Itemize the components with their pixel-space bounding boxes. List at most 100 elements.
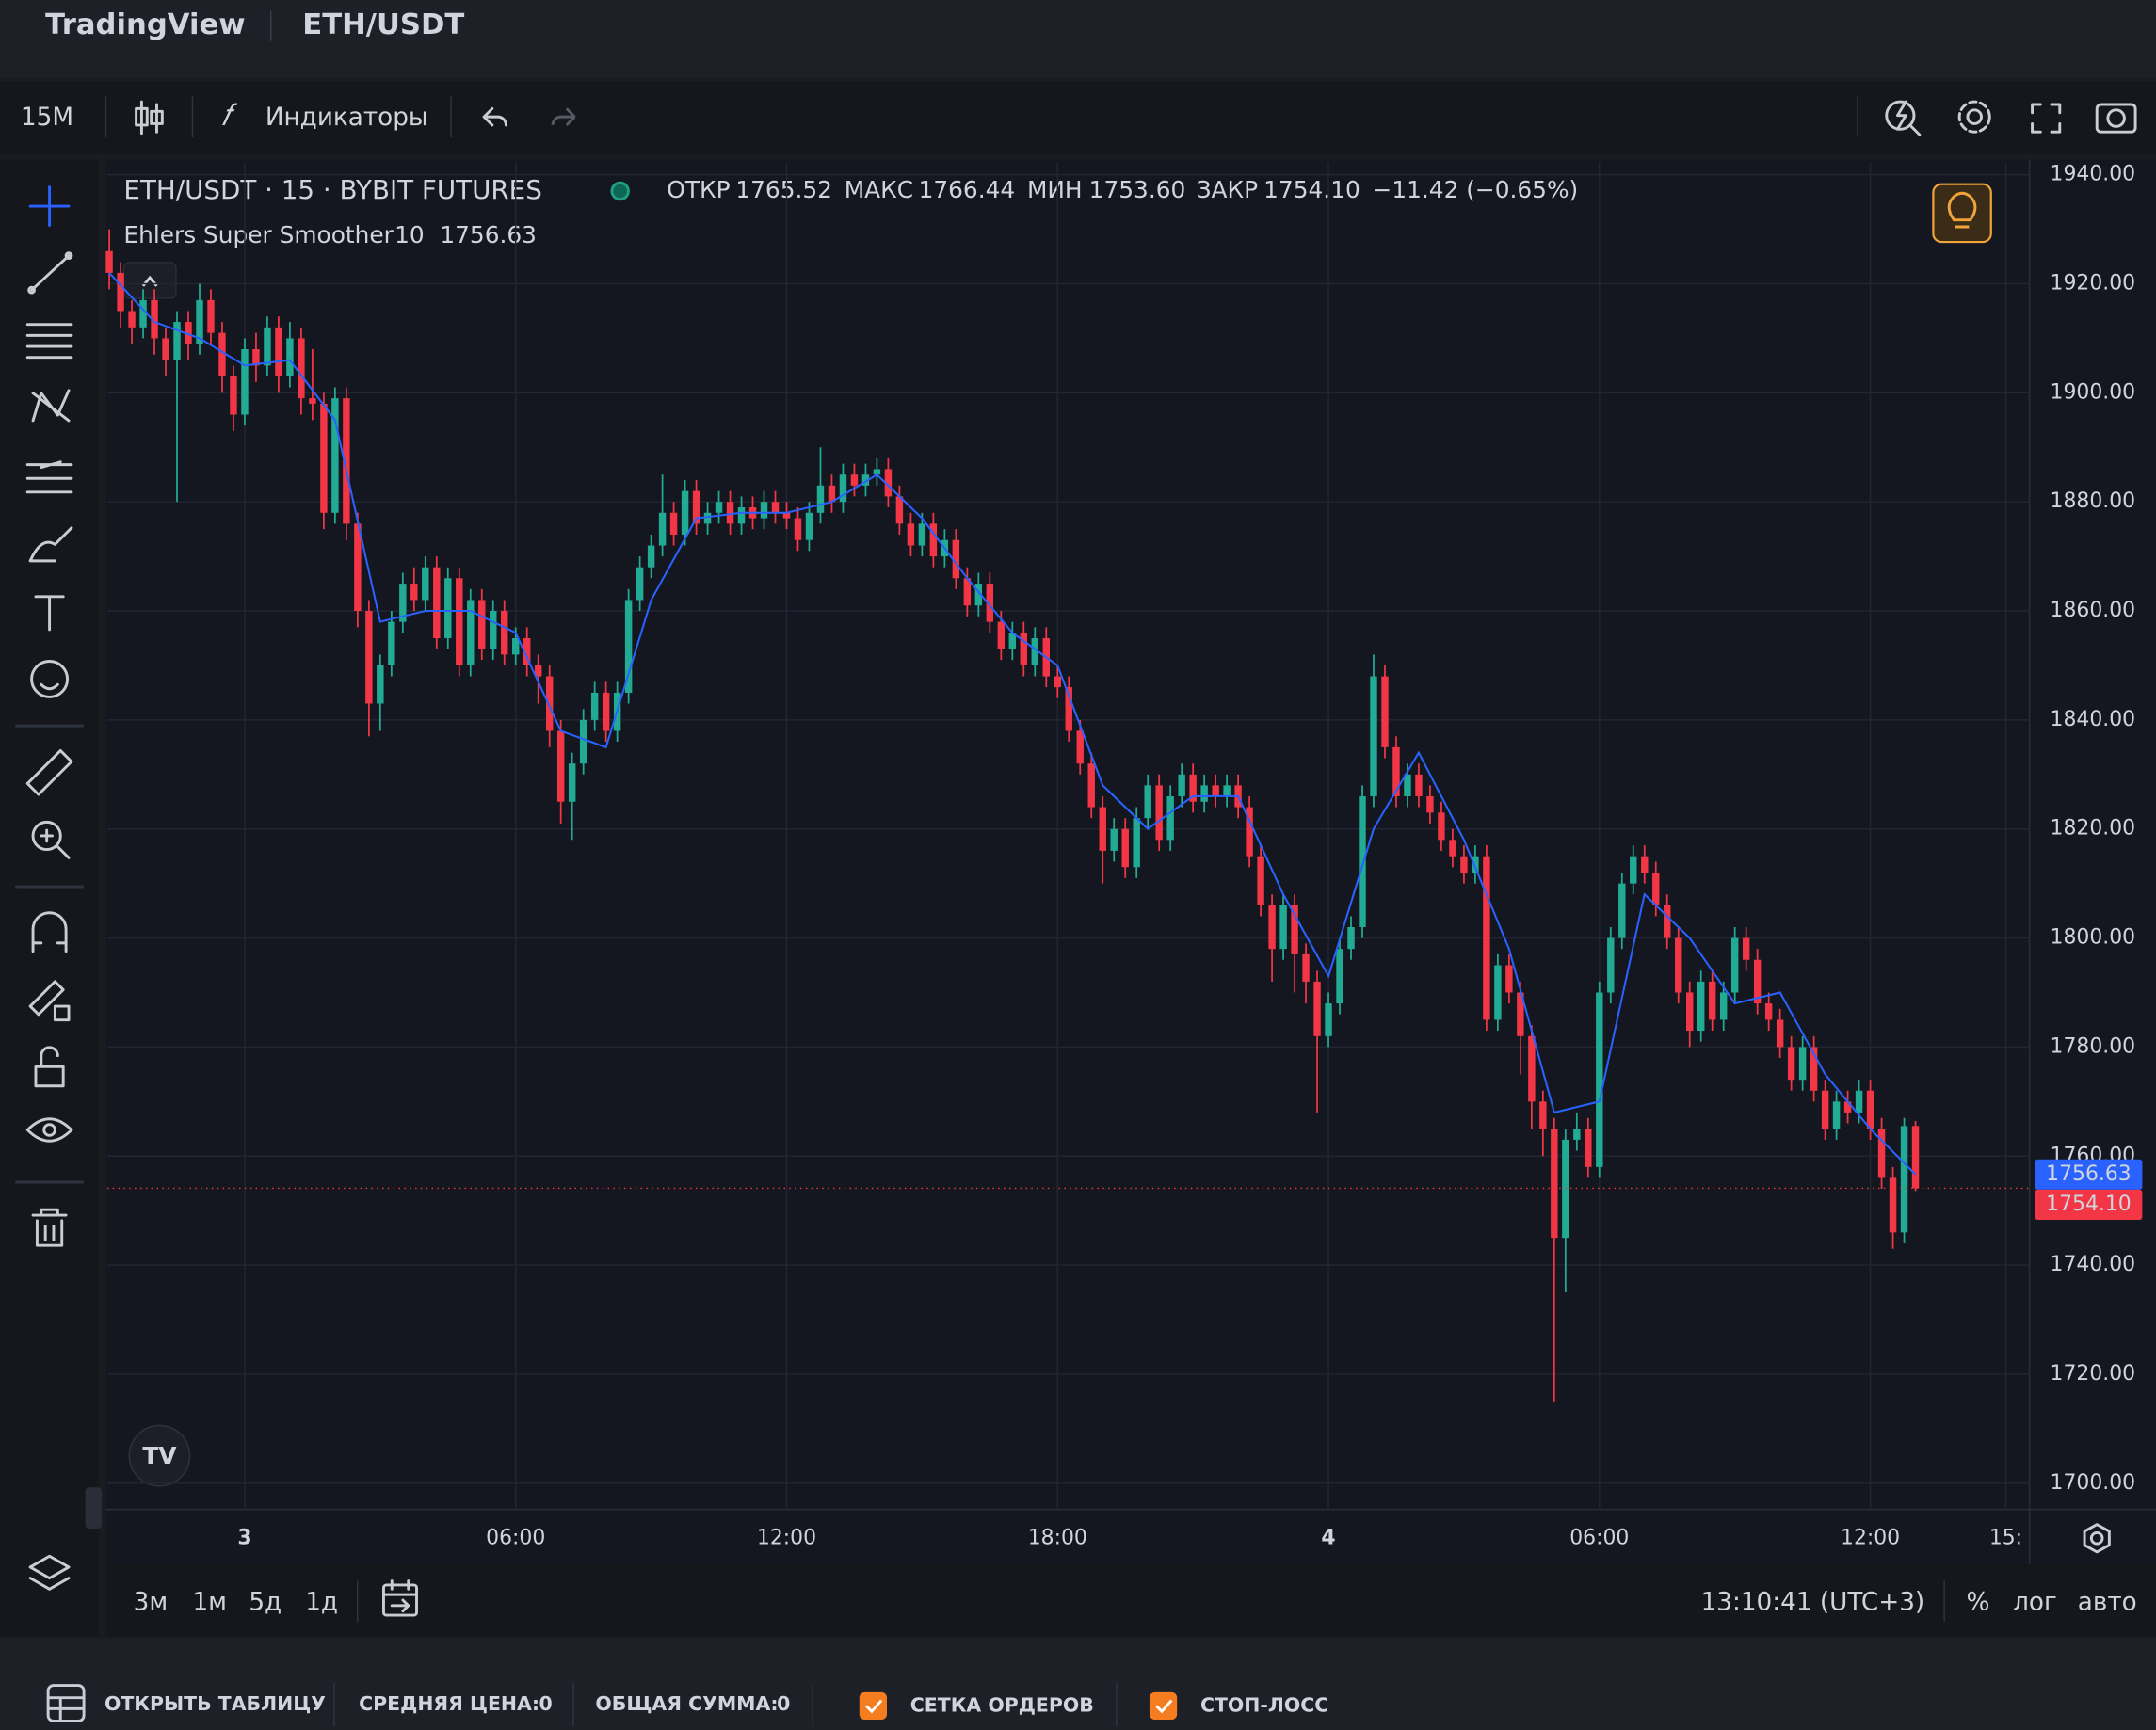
candle-body [805,512,813,540]
candle-body [850,474,859,486]
ideas-button[interactable] [1932,183,1992,244]
candle-body [1200,785,1208,802]
date-range-icon[interactable] [382,1579,418,1617]
candle-body [907,523,915,546]
candle-body [1911,1126,1920,1189]
candle-body [456,578,463,665]
legend-key: МАКС [845,176,913,203]
ideas-icon [1947,191,1977,229]
candle-body [1370,676,1377,796]
drawing-tools[interactable] [15,185,85,1591]
candle-body [1821,1090,1829,1129]
candle-body [1313,981,1321,1036]
candle-body [1832,1101,1841,1129]
candle-body [952,539,960,579]
candle-body [1460,856,1468,873]
axis-settings[interactable] [2083,1523,2111,1554]
range-button[interactable]: 5д [249,1588,282,1616]
chart-type-icon[interactable] [135,100,164,136]
candle-body [1630,856,1637,884]
indicator-name: Ehlers Super Smoother [123,221,394,248]
symbol[interactable]: ETH/USDT [302,8,464,41]
candle-body [1505,965,1513,993]
plot: 1700.001720.001740.001760.001780.001800.… [105,162,2143,1549]
stop-loss[interactable]: СТОП-ЛОСС [1200,1693,1328,1716]
collapse-toggle[interactable] [85,1487,103,1530]
screenshot[interactable] [2095,103,2137,134]
stop-loss-checkbox[interactable] [1149,1691,1178,1721]
avg-price-label: СРЕДНЯЯ ЦЕНА: [359,1692,539,1715]
scale-option[interactable]: % [1966,1588,1989,1616]
range-button[interactable]: 1д [305,1588,338,1616]
interval[interactable]: 15M [21,104,73,132]
candle-body [816,485,825,513]
candle-body [703,512,712,524]
undo[interactable] [482,106,507,127]
order-grid[interactable]: СЕТКА ОРДЕРОВ [910,1693,1094,1716]
legend-value: 1754.10 [1263,176,1360,203]
candle-body [1877,1129,1886,1178]
settings-icon[interactable] [1957,100,1991,134]
candle-body [1257,856,1264,905]
candle-body [579,719,587,764]
candle-body [1776,1019,1784,1048]
candle-body [918,523,926,546]
chart-pane [105,159,2156,1636]
status-dot [610,181,630,201]
range-button[interactable]: 3м [134,1588,169,1616]
avg-price: 0 [539,1692,552,1715]
candle-body [1133,818,1140,868]
x-tick-label: 15: [1989,1526,2022,1549]
candle-body [309,398,316,404]
x-tick-label: 3 [237,1526,251,1549]
candle-body [185,322,192,344]
candle-body [1585,1129,1592,1167]
candle-body [388,621,395,665]
brand[interactable]: TradingView [45,8,245,41]
candle-body [1618,883,1626,938]
candle-body [1054,676,1061,688]
candle-body [230,376,237,415]
alert-icon[interactable] [1885,100,1922,136]
y-tick-label: 1780.00 [2051,1034,2136,1058]
candle-body [1664,905,1671,938]
candle-body [1189,774,1197,802]
legend-collapse[interactable] [122,262,177,299]
candle-body [884,469,893,497]
legend-value: 1765.52 [735,176,832,203]
candle-body [286,338,294,376]
y-tick-label: 1800.00 [2051,926,2136,950]
x-tick-label: 18:00 [1028,1526,1087,1549]
candle-body [1279,905,1287,950]
table-icon[interactable] [46,1684,86,1722]
redo[interactable] [551,107,576,126]
candle-body [1381,676,1389,747]
order-grid-checkbox[interactable] [859,1691,887,1721]
candle-body [1087,763,1095,808]
scale-option[interactable]: авто [2078,1588,2137,1616]
y-tick-label: 1740.00 [2051,1253,2136,1276]
candle-body [354,523,362,612]
fullscreen[interactable] [2031,103,2062,134]
legend-key: ЗАКР [1197,176,1258,203]
candle-body [839,474,847,503]
candle-body [433,567,441,638]
x-tick-label: 06:00 [486,1526,545,1549]
indicator-line [108,272,1917,1176]
candle-body [1787,1047,1795,1081]
candle-body [1483,856,1490,1020]
logo-badge [128,1424,191,1487]
candle-body [377,665,384,704]
legend-key: ОТКР [667,176,730,203]
candle-body [1764,1003,1773,1020]
scale-option[interactable]: лог [2013,1588,2057,1616]
indicators-button[interactable]: Индикаторы [265,104,428,132]
candle-body [715,502,723,513]
y-tick-label: 1860.00 [2051,599,2136,622]
open-table[interactable]: ОТКРЫТЬ ТАБЛИЦУ [105,1692,326,1715]
candle-body [331,398,339,513]
legend-key: МИН [1027,176,1083,203]
range-button[interactable]: 1м [192,1588,227,1616]
candle-body [207,299,215,333]
candle-body [1325,1003,1332,1036]
